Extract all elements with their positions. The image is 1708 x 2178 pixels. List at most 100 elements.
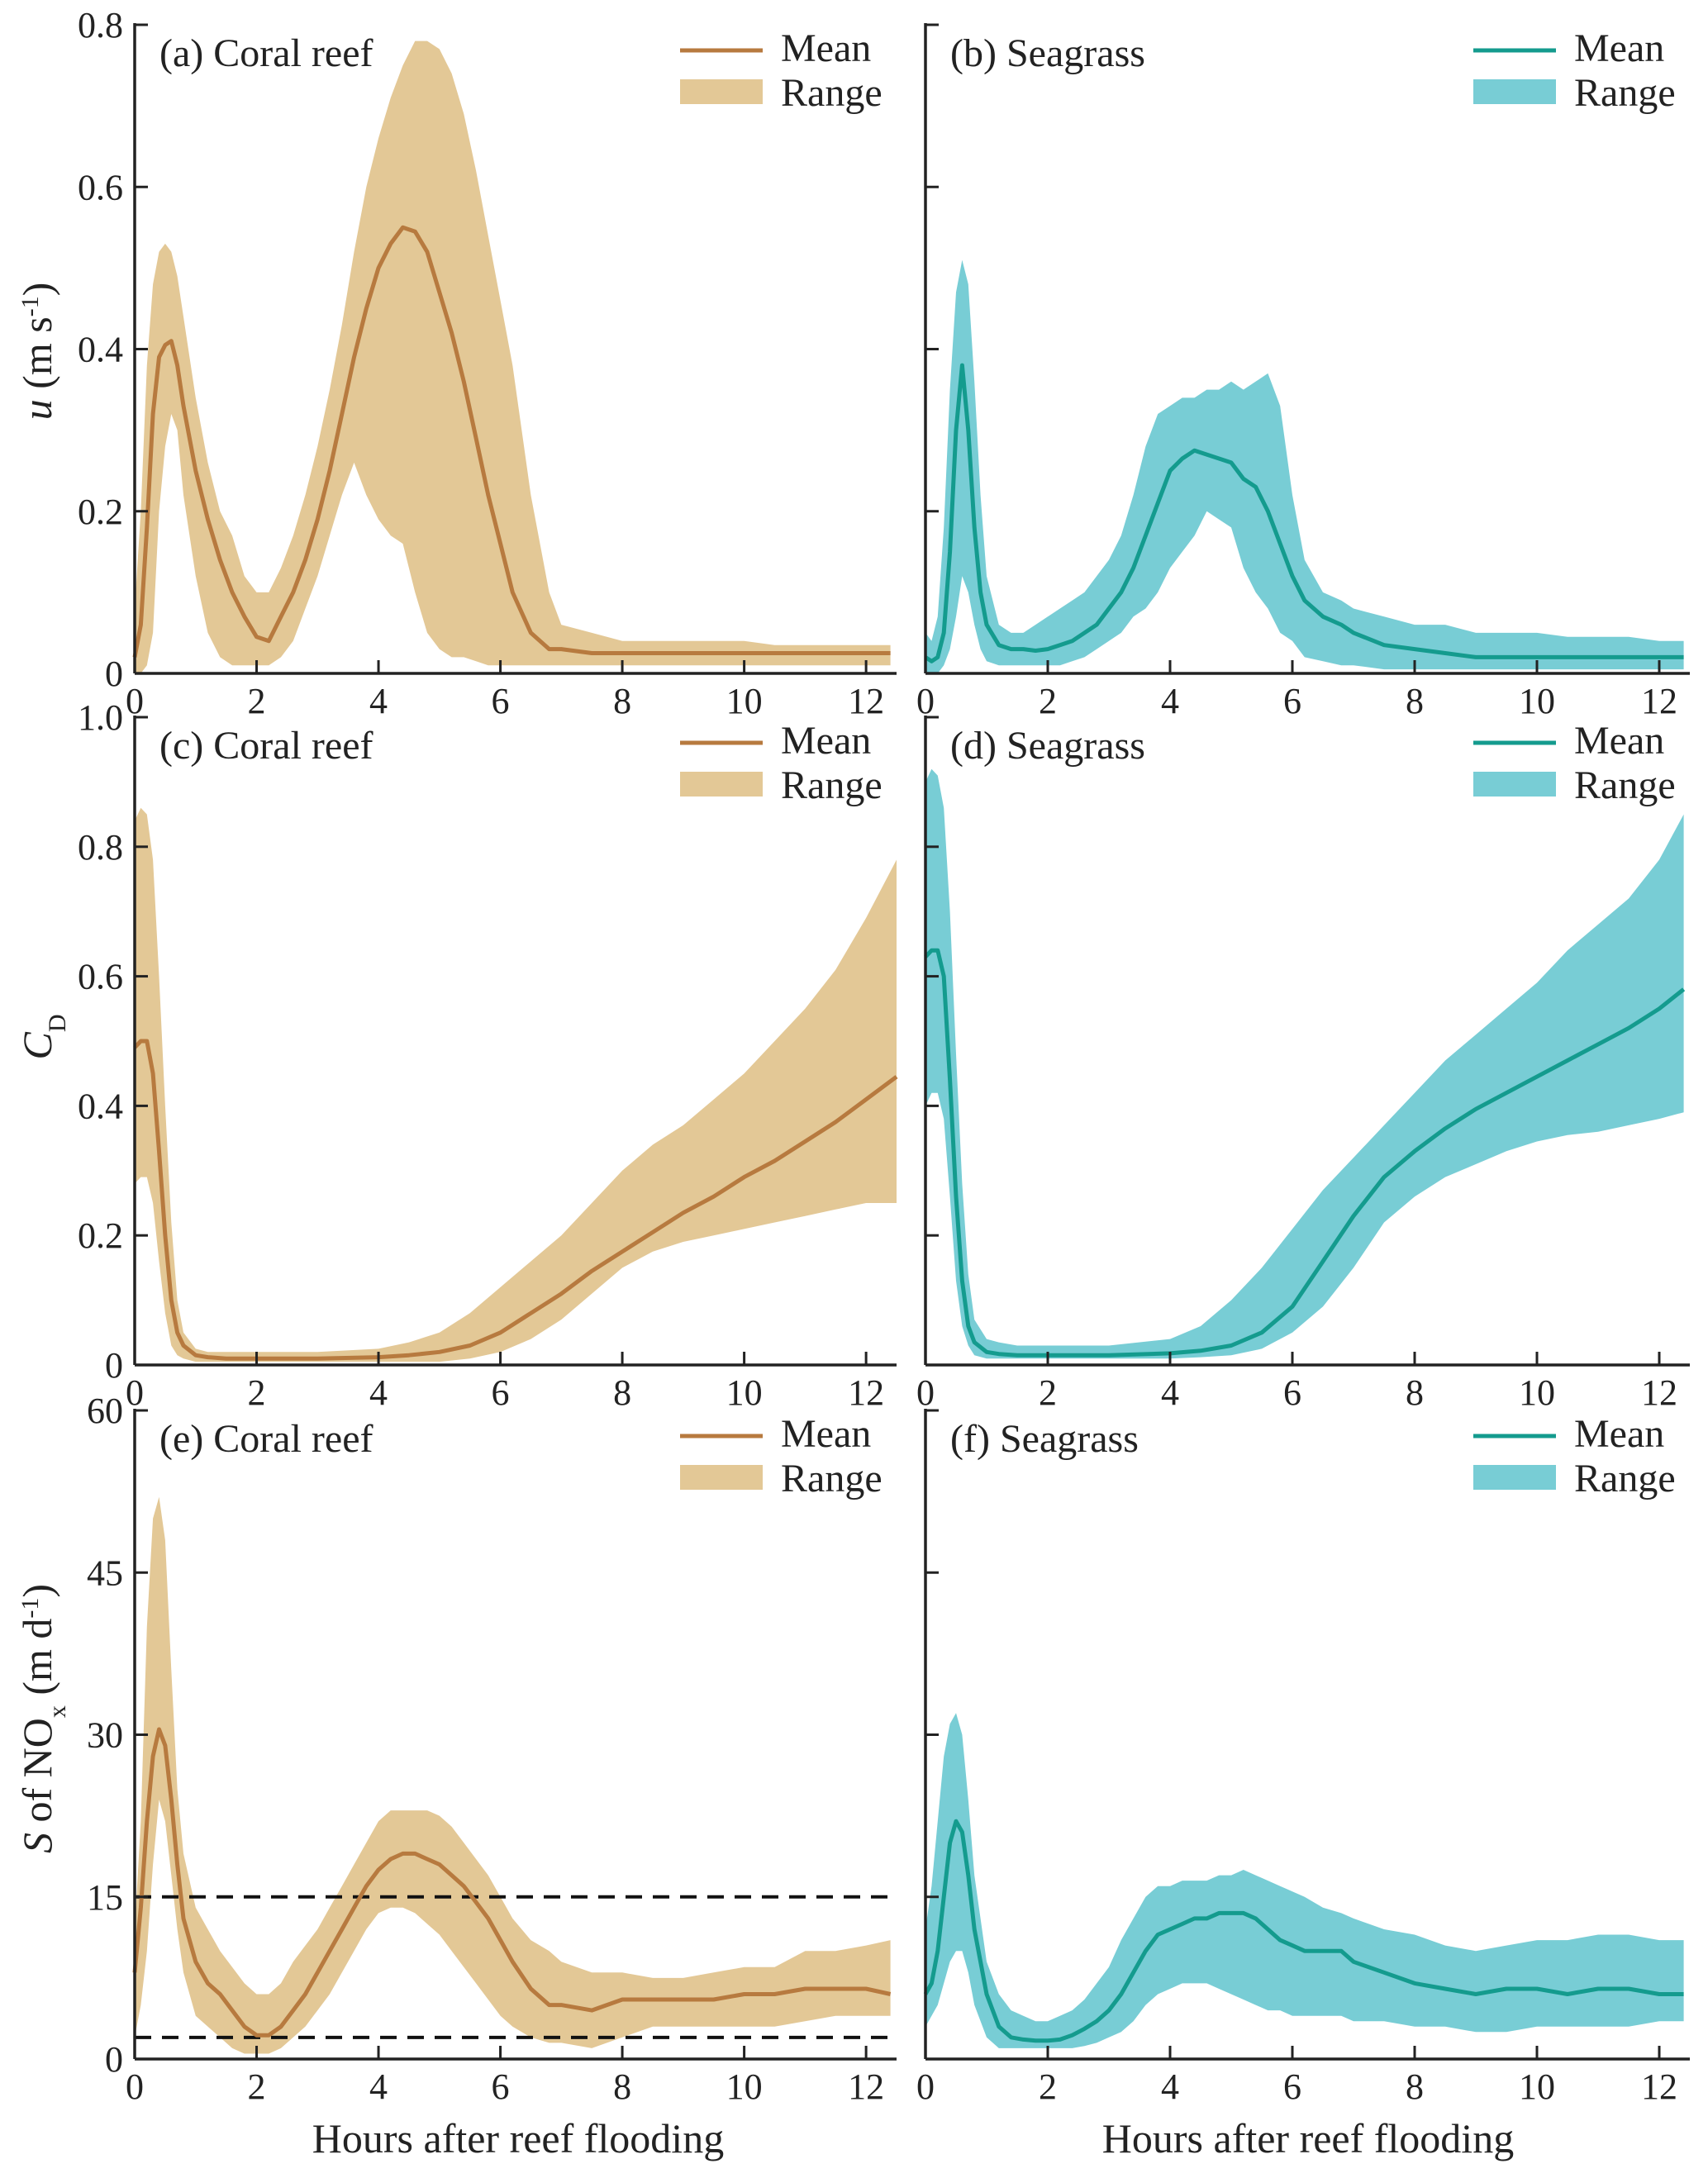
x-tick-label-b: 2 [1039, 681, 1057, 721]
y-tick-label-c: 0 [105, 1345, 123, 1386]
y-tick-label-a: 0.6 [78, 167, 123, 207]
panel-title-e: (e) Coral reef [159, 1417, 373, 1461]
x-tick-label-b: 4 [1161, 681, 1179, 721]
x-tick-label-f: 12 [1641, 2066, 1677, 2107]
range-band-c [135, 807, 897, 1362]
panel-title-f: (f) Seagrass [950, 1417, 1139, 1461]
y-tick-label-c: 0.4 [78, 1086, 123, 1126]
legend-range-label: Range [781, 763, 883, 807]
x-tick-label-c: 2 [248, 1372, 266, 1413]
mean-line-c [133, 1039, 898, 1361]
legend-range-swatch [1473, 772, 1556, 797]
mean-line-f [923, 1819, 1684, 2043]
x-tick-label-a: 6 [492, 681, 510, 721]
x-tick-label-d: 12 [1641, 1372, 1677, 1413]
x-tick-label-a: 12 [848, 681, 884, 721]
x-tick-label-c: 4 [369, 1372, 388, 1413]
x-tick-label-f: 4 [1161, 2066, 1179, 2107]
legend-range-label: Range [1574, 763, 1676, 807]
legend-range-swatch [1473, 79, 1556, 104]
x-tick-label-f: 6 [1283, 2066, 1301, 2107]
x-tick-label-e: 6 [492, 2066, 510, 2107]
x-tick-label-a: 2 [248, 681, 266, 721]
mean-line-a [132, 225, 891, 658]
xlabel-left: Hours after reef flooding [312, 2115, 724, 2161]
mean-line-e [132, 1727, 892, 2038]
x-tick-label-d: 8 [1406, 1372, 1424, 1413]
x-tick-label-c: 12 [848, 1372, 884, 1413]
panel-title-d: (d) Seagrass [950, 724, 1145, 768]
y-tick-label-e: 30 [87, 1715, 123, 1756]
legend-range-swatch [680, 79, 763, 104]
legend-range-label: Range [1574, 1457, 1676, 1500]
y-tick-label-a: 0.4 [78, 330, 123, 370]
ylabel-u: u (m s-1) [14, 283, 60, 421]
legend-range-label: Range [781, 71, 883, 115]
y-tick-label-a: 0.2 [78, 492, 123, 532]
x-tick-label-d: 6 [1283, 1372, 1301, 1413]
y-tick-label-a: 0 [105, 654, 123, 694]
y-tick-label-e: 60 [87, 1391, 123, 1431]
x-tick-label-e: 10 [726, 2066, 763, 2107]
x-tick-label-b: 12 [1641, 681, 1677, 721]
legend-mean-label: Mean [1574, 26, 1664, 70]
range-band-b [925, 259, 1684, 673]
mean-line-b [924, 363, 1684, 663]
panel-c: 0 0.2 0.4 0.6 0.8 1.0 0 2 4 6 8 10 12 (c) Coral reef M… [78, 697, 898, 1413]
x-tick-label-c: 8 [613, 1372, 631, 1413]
panel-a: 0 0.2 0.4 0.6 0.8 0 2 4 6 8 10 12 (a) Coral reef Mean… [78, 5, 897, 721]
x-tick-label-c: 6 [492, 1372, 510, 1413]
legend-range-label: Range [1574, 71, 1676, 115]
mean-line-d [924, 948, 1686, 1358]
legend-range-label: Range [781, 1457, 883, 1500]
x-tick-label-b: 6 [1283, 681, 1301, 721]
y-tick-label-c: 1.0 [78, 697, 123, 738]
panel-title-b: (b) Seagrass [950, 31, 1145, 75]
range-band-f [925, 1713, 1684, 2048]
y-tick-label-e: 15 [87, 1877, 123, 1918]
panel-e: 0 15 30 45 60 0 2 4 6 8 10 12 (e) Coral reef MeanRang… [87, 1391, 897, 2107]
x-tick-label-f: 0 [916, 2066, 935, 2107]
x-tick-label-e: 2 [248, 2066, 266, 2107]
panels-layer: 0 0.2 0.4 0.6 0.8 0 2 4 6 8 10 12 (a) Coral reef Mean… [78, 5, 1690, 2107]
x-tick-label-d: 10 [1519, 1372, 1555, 1413]
x-tick-label-a: 8 [613, 681, 631, 721]
ylabel-s-nox: S of NOx (m d-1) [14, 1584, 71, 1853]
y-tick-label-e: 0 [105, 2039, 123, 2080]
range-band-e [135, 1496, 891, 2054]
x-tick-label-d: 2 [1039, 1372, 1057, 1413]
x-tick-label-c: 10 [726, 1372, 763, 1413]
legend-mean-label: Mean [781, 26, 871, 70]
legend-mean-label: Mean [1574, 719, 1664, 763]
x-tick-label-a: 0 [126, 681, 144, 721]
y-tick-label-c: 0.8 [78, 827, 123, 868]
x-tick-label-d: 4 [1161, 1372, 1179, 1413]
y-tick-label-e: 45 [87, 1553, 123, 1593]
x-tick-label-a: 10 [726, 681, 763, 721]
y-tick-label-c: 0.2 [78, 1215, 123, 1256]
x-tick-label-d: 0 [916, 1372, 935, 1413]
x-tick-label-f: 10 [1519, 2066, 1555, 2107]
legend-range-swatch [680, 1465, 763, 1490]
x-tick-label-b: 8 [1406, 681, 1424, 721]
legend-mean-label: Mean [781, 719, 871, 763]
x-tick-label-e: 8 [613, 2066, 631, 2107]
legend-range-swatch [1473, 1465, 1556, 1490]
panel-title-a: (a) Coral reef [159, 31, 373, 75]
range-band-d [925, 768, 1684, 1359]
x-tick-label-e: 0 [126, 2066, 144, 2107]
range-band-a [135, 40, 891, 674]
legend-mean-label: Mean [1574, 1412, 1664, 1456]
x-tick-label-e: 12 [848, 2066, 884, 2107]
legend-range-swatch [680, 772, 763, 797]
legend-mean-label: Mean [781, 1412, 871, 1456]
xlabel-right: Hours after reef flooding [1102, 2115, 1514, 2161]
x-tick-label-a: 4 [369, 681, 388, 721]
panel-title-c: (c) Coral reef [159, 724, 373, 768]
x-tick-label-b: 10 [1519, 681, 1555, 721]
y-tick-label-a: 0.8 [78, 5, 123, 45]
